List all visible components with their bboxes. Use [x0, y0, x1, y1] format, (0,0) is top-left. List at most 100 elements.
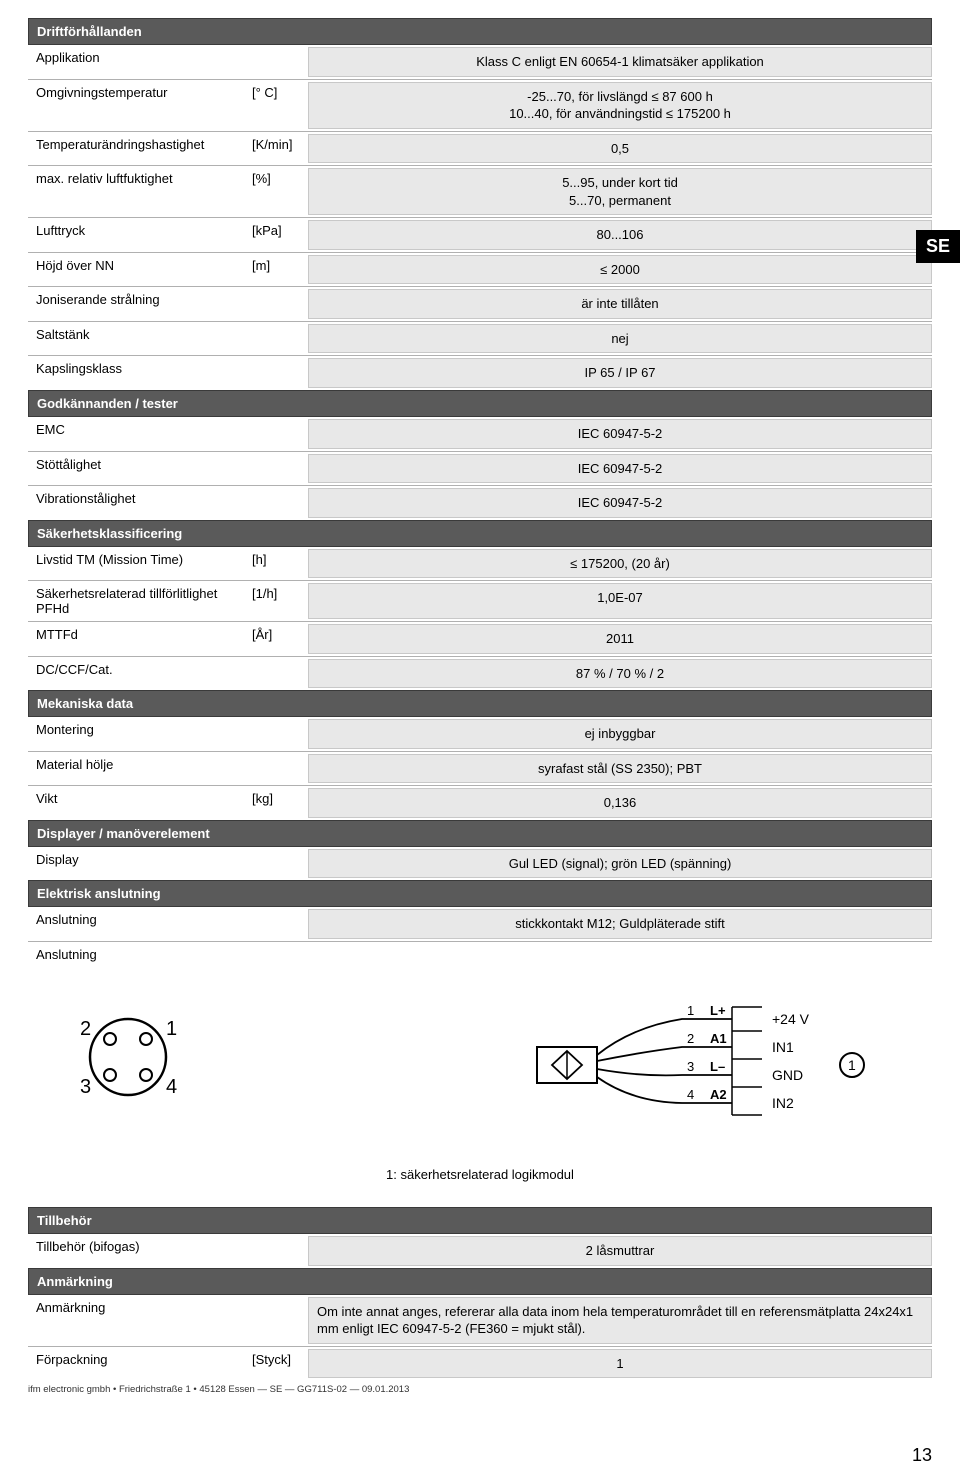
table-row: Anslutning stickkontakt M12; Guldpläterad…: [28, 907, 932, 942]
row-unit: [248, 287, 308, 321]
section-elek: Anslutning stickkontakt M12; Guldpläterad…: [28, 907, 932, 967]
table-row: Vikt[kg]0,136: [28, 786, 932, 820]
row-value: Klass C enligt EN 60654-1 klimatsäker ap…: [308, 47, 932, 77]
row-unit: [248, 907, 308, 941]
table-row: Stöttålighet IEC 60947-5-2: [28, 452, 932, 487]
row-label: DC/CCF/Cat.: [28, 657, 248, 691]
pin-label: 2: [80, 1018, 91, 1040]
table-row: Lufttryck[kPa]80...106: [28, 218, 932, 253]
row-label: Vibrationstålighet: [28, 486, 248, 520]
row-label: max. relativ luftfuktighet: [28, 166, 248, 217]
section-mekan: Montering ej inbyggbar Material hölje syra…: [28, 717, 932, 820]
section-saker: Livstid TM (Mission Time)[h]≤ 175200, (2…: [28, 547, 932, 691]
row-label: Vikt: [28, 786, 248, 820]
row-unit: [248, 45, 308, 79]
section-drift: ApplikationKlass C enligt EN 60654-1 kli…: [28, 45, 932, 390]
row-label: Omgivningstemperatur: [28, 80, 248, 131]
diagram-area: 1 2 3 4 1 2 3 4 L+ A1 L– A2: [28, 967, 932, 1147]
table-row: DisplayGul LED (signal); grön LED (spänn…: [28, 847, 932, 881]
wire-num: 1: [687, 1003, 694, 1018]
row-label: Anslutning: [28, 907, 248, 941]
table-row: DC/CCF/Cat.87 % / 70 % / 2: [28, 657, 932, 691]
row-value: 2 låsmuttrar: [308, 1236, 932, 1266]
logic-caption: 1: säkerhetsrelaterad logikmodul: [28, 1147, 932, 1207]
row-unit: [248, 417, 308, 451]
connector-diagram: 1 2 3 4: [68, 997, 188, 1117]
row-value: ≤ 2000: [308, 255, 932, 285]
table-row: EMC IEC 60947-5-2: [28, 417, 932, 452]
row-label: Lufttryck: [28, 218, 248, 252]
row-label: Material hölje: [28, 752, 248, 786]
row-value: 2011: [308, 624, 932, 654]
row-unit: [Styck]: [248, 1347, 308, 1381]
row-label: Saltstänk: [28, 322, 248, 356]
wiring-diagram: 1 2 3 4 L+ A1 L– A2 +24 V IN1 GND IN2 1: [532, 997, 892, 1137]
row-unit: [248, 452, 308, 486]
row-label: Stöttålighet: [28, 452, 248, 486]
row-unit: [1/h]: [248, 581, 308, 621]
section-display: DisplayGul LED (signal); grön LED (spänn…: [28, 847, 932, 881]
row-label: Höjd över NN: [28, 253, 248, 287]
pin-label: 1: [166, 1018, 177, 1040]
wire-label: L–: [710, 1059, 725, 1074]
wire-num: 3: [687, 1059, 694, 1074]
page-content: Driftförhållanden ApplikationKlass C enl…: [0, 0, 960, 1415]
table-row: ApplikationKlass C enligt EN 60654-1 kli…: [28, 45, 932, 80]
table-row: Montering ej inbyggbar: [28, 717, 932, 752]
row-value: IEC 60947-5-2: [308, 488, 932, 518]
table-row: KapslingsklassIP 65 / IP 67: [28, 356, 932, 390]
row-unit: [° C]: [248, 80, 308, 131]
row-label: Tillbehör (bifogas): [28, 1234, 248, 1268]
row-value: 80...106: [308, 220, 932, 250]
row-value: ej inbyggbar: [308, 719, 932, 749]
signal-label: IN2: [772, 1095, 794, 1111]
row-label: MTTFd: [28, 622, 248, 656]
row-label: Livstid TM (Mission Time): [28, 547, 248, 581]
row-value: [308, 942, 932, 967]
row-value: IEC 60947-5-2: [308, 454, 932, 484]
section-tillb: Tillbehör (bifogas) 2 låsmuttrar: [28, 1234, 932, 1268]
footer-text: ifm electronic gmbh • Friedrichstraße 1 …: [28, 1380, 932, 1395]
section-header-saker: Säkerhetsklassificering: [28, 520, 932, 547]
row-unit: [År]: [248, 622, 308, 656]
row-unit: [%]: [248, 166, 308, 217]
section-header-anm: Anmärkning: [28, 1268, 932, 1295]
row-label: EMC: [28, 417, 248, 451]
table-row: Omgivningstemperatur[° C]-25...70, för l…: [28, 80, 932, 132]
row-unit: [248, 322, 308, 356]
row-unit: [h]: [248, 547, 308, 581]
row-value: stickkontakt M12; Guldpläterade stift: [308, 909, 932, 939]
language-tab: SE: [916, 230, 960, 263]
section-godk: EMC IEC 60947-5-2 Stöttålighet IEC 60947-5…: [28, 417, 932, 520]
table-row: Joniserande strålningär inte tillåten: [28, 287, 932, 322]
row-unit: [248, 717, 308, 751]
pin-label: 3: [80, 1076, 91, 1098]
table-row: MTTFd[År]2011: [28, 622, 932, 657]
row-value: syrafast stål (SS 2350); PBT: [308, 754, 932, 784]
wire-num: 4: [687, 1087, 694, 1102]
table-row: Tillbehör (bifogas) 2 låsmuttrar: [28, 1234, 932, 1268]
section-header-godk: Godkännanden / tester: [28, 390, 932, 417]
row-value: 1: [308, 1349, 932, 1379]
section-header-tillb: Tillbehör: [28, 1207, 932, 1234]
row-label: Temperaturändringshastighet: [28, 132, 248, 166]
row-unit: [kg]: [248, 786, 308, 820]
table-row: Vibrationstålighet IEC 60947-5-2: [28, 486, 932, 520]
wire-label: L+: [710, 1003, 726, 1018]
table-row: Anslutning: [28, 942, 932, 967]
row-value: 0,5: [308, 134, 932, 164]
row-value: IEC 60947-5-2: [308, 419, 932, 449]
row-value: -25...70, för livslängd ≤ 87 600 h 10...…: [308, 82, 932, 129]
table-row: Livstid TM (Mission Time)[h]≤ 175200, (2…: [28, 547, 932, 582]
table-row: AnmärkningOm inte annat anges, refererar…: [28, 1295, 932, 1347]
row-unit: [m]: [248, 253, 308, 287]
row-value: 0,136: [308, 788, 932, 818]
section-anm: AnmärkningOm inte annat anges, refererar…: [28, 1295, 932, 1381]
row-value: 5...95, under kort tid 5...70, permanent: [308, 168, 932, 215]
table-row: Höjd över NN[m]≤ 2000: [28, 253, 932, 288]
section-header-elek: Elektrisk anslutning: [28, 880, 932, 907]
table-row: Saltstänknej: [28, 322, 932, 357]
row-value: är inte tillåten: [308, 289, 932, 319]
row-label: Montering: [28, 717, 248, 751]
wire-num: 2: [687, 1031, 694, 1046]
